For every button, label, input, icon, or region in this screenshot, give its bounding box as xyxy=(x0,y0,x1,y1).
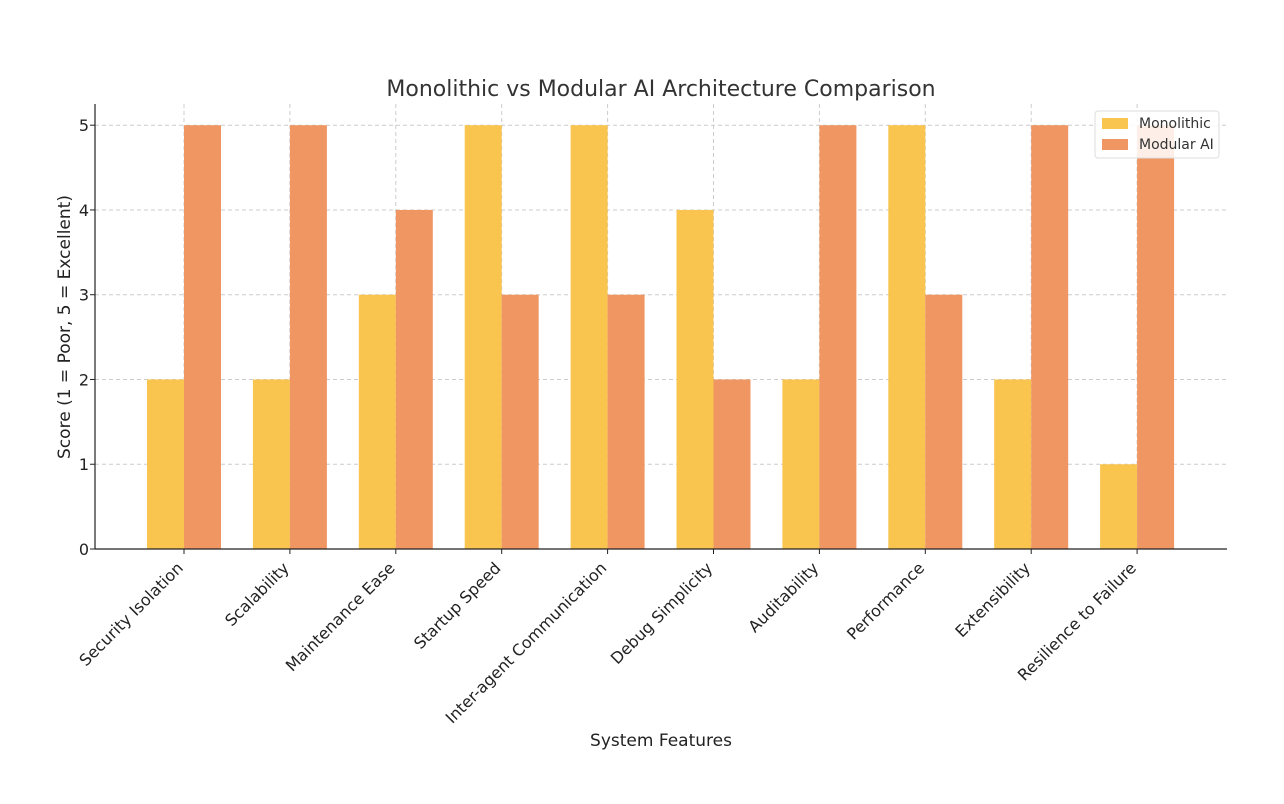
bar-monolithic-4 xyxy=(570,125,608,549)
legend-label: Modular AI xyxy=(1139,137,1214,153)
bar-monolithic-5 xyxy=(676,209,714,549)
y-tick-label: 4 xyxy=(79,201,89,220)
x-tick-label: Auditability xyxy=(744,558,822,636)
bar-monolithic-1 xyxy=(252,379,290,549)
bar-modular-ai-4 xyxy=(607,294,645,549)
x-tick-label: Startup Speed xyxy=(410,558,504,652)
bar-modular-ai-8 xyxy=(1031,125,1069,549)
bar-monolithic-3 xyxy=(464,125,502,549)
x-tick-label: Resilience to Failure xyxy=(1014,558,1140,684)
bar-monolithic-2 xyxy=(358,294,396,549)
chart-title: Monolithic vs Modular AI Architecture Co… xyxy=(386,77,935,102)
legend-label: Monolithic xyxy=(1139,116,1211,132)
x-tick-label: Security Isolation xyxy=(75,558,186,669)
axes-layer xyxy=(94,104,1227,550)
x-tick-label: Extensibility xyxy=(951,558,1034,641)
bar-modular-ai-5 xyxy=(713,379,751,549)
bar-monolithic-7 xyxy=(888,125,926,549)
x-axis-label: System Features xyxy=(590,731,732,751)
bar-modular-ai-2 xyxy=(395,209,433,549)
y-axis-label: Score (1 = Poor, 5 = Excellent) xyxy=(55,195,75,459)
y-tick-label: 5 xyxy=(79,116,89,135)
bar-modular-ai-9 xyxy=(1137,125,1175,549)
x-tick-label: Scalability xyxy=(221,558,293,630)
x-tick-label: Maintenance Ease xyxy=(282,558,399,675)
bar-modular-ai-3 xyxy=(501,294,539,549)
bar-modular-ai-7 xyxy=(925,294,963,549)
legend-swatch xyxy=(1102,118,1128,129)
bars-layer xyxy=(147,125,1175,549)
legend-swatch xyxy=(1102,139,1128,150)
bar-monolithic-0 xyxy=(147,379,184,549)
y-tick-label: 0 xyxy=(79,540,89,559)
y-tick-label: 1 xyxy=(79,455,89,474)
legend: Monolithic Modular AI xyxy=(1094,110,1220,159)
y-tick-label: 2 xyxy=(79,370,89,389)
bar-monolithic-8 xyxy=(994,379,1032,549)
x-tick-label: Performance xyxy=(843,558,928,643)
bar-monolithic-6 xyxy=(782,379,820,549)
bar-modular-ai-1 xyxy=(289,125,327,549)
y-tick-label: 3 xyxy=(79,286,89,305)
x-tick-label: Debug Simplicity xyxy=(607,558,717,668)
bar-modular-ai-0 xyxy=(184,125,221,549)
bar-modular-ai-6 xyxy=(819,125,857,549)
bar-monolithic-9 xyxy=(1100,464,1138,549)
